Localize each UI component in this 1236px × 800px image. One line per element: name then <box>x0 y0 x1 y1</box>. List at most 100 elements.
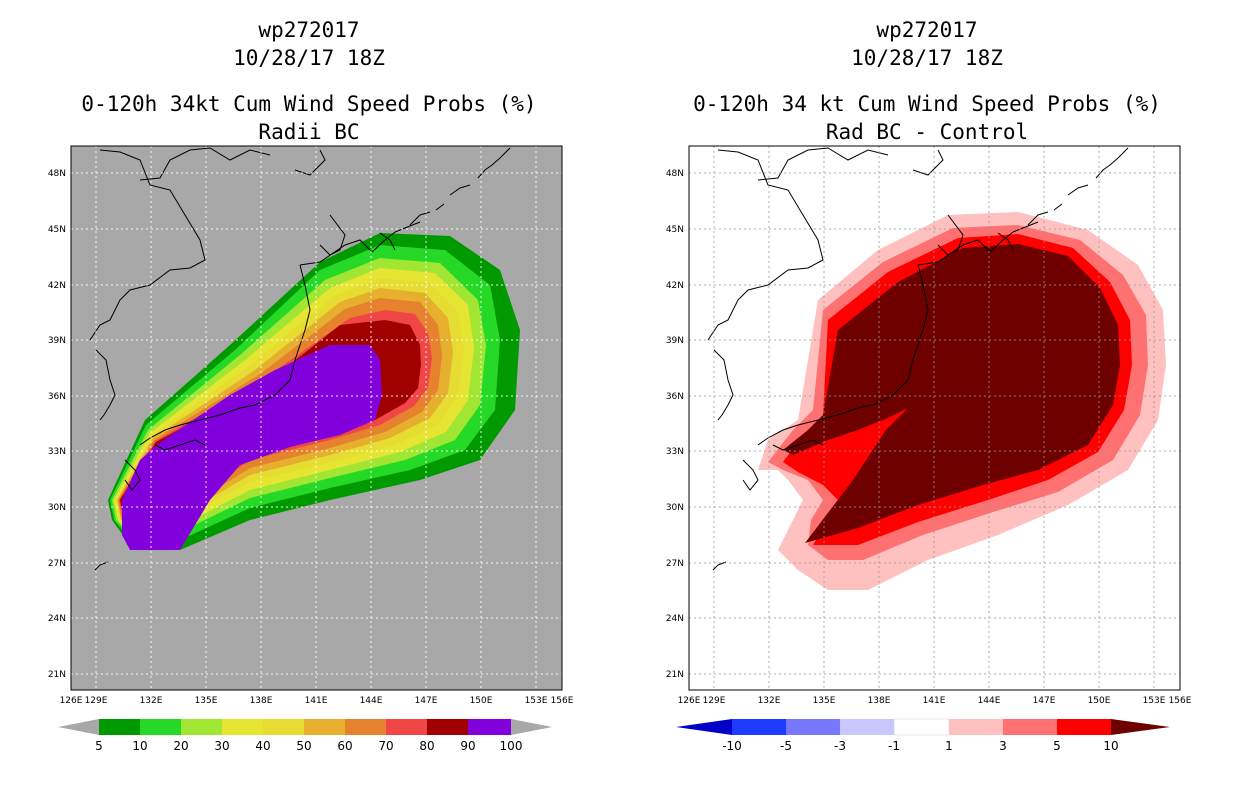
lat-label: 39N <box>48 336 66 346</box>
colorbar-label: 40 <box>255 739 270 753</box>
lat-label: 48N <box>48 169 66 179</box>
colorbar-label: 5 <box>1053 739 1061 753</box>
colorbar-swatch <box>732 719 786 735</box>
lon-label: 129E <box>85 696 108 706</box>
colorbar-swatch <box>1057 719 1111 735</box>
lat-label: 36N <box>48 392 66 402</box>
colorbar-swatch <box>263 719 304 735</box>
lat-label: 33N <box>48 447 66 457</box>
lon-label: 153E <box>525 696 548 706</box>
lon-label: 138E <box>250 696 273 706</box>
lon-label: 147E <box>415 696 438 706</box>
lon-label: 150E <box>470 696 493 706</box>
right-map-svg: 48N 45N 42N 39N 36N 33N 30N 27N 24N 21N … <box>666 145 1192 753</box>
right-panel: wp272017 10/28/17 18Z 0-120h 34 kt Cum W… <box>618 0 1236 800</box>
colorbar-swatch <box>181 719 222 735</box>
colorbar-swatch <box>140 719 181 735</box>
longitude-labels: 126E 129E 132E 135E 138E 141E 144E 147E … <box>678 696 1192 706</box>
diff-band-10-plus <box>783 244 1120 543</box>
map-frame <box>688 145 1181 691</box>
longitude-labels: 126E 129E 132E 135E 138E 141E 144E 147E … <box>60 696 574 706</box>
lat-label: 30N <box>48 503 66 513</box>
colorbar-label: 20 <box>173 739 188 753</box>
lat-label: 42N <box>48 281 66 291</box>
lat-label: 24N <box>666 614 684 624</box>
colorbar-label: -3 <box>834 739 846 753</box>
colorbar-swatch <box>99 719 140 735</box>
colorbar-label: -10 <box>722 739 742 753</box>
storm-id-title: wp272017 <box>258 18 360 42</box>
colorbar-label: 30 <box>214 739 229 753</box>
lat-label: 45N <box>48 225 66 235</box>
colorbar-label: 80 <box>419 739 434 753</box>
gridlines <box>71 146 562 690</box>
lat-label: 48N <box>666 169 684 179</box>
lon-label: 156E <box>551 696 574 706</box>
lon-label: 147E <box>1033 696 1056 706</box>
subtitle: Rad BC - Control <box>825 120 1029 144</box>
colorbar-label: 10 <box>132 739 147 753</box>
lon-label: 126E <box>678 696 701 706</box>
gridlines <box>689 146 1180 690</box>
lon-label: 141E <box>305 696 328 706</box>
lat-label: 45N <box>666 225 684 235</box>
lon-label: 126E <box>60 696 83 706</box>
colorbar-label: 10 <box>1103 739 1118 753</box>
lon-label: 135E <box>195 696 218 706</box>
colorbar-swatch <box>427 719 468 735</box>
left-panel: wp272017 10/28/17 18Z 0-120h 34kt Cum Wi… <box>48 18 574 753</box>
lon-label: 153E <box>1143 696 1166 706</box>
lat-label: 33N <box>666 447 684 457</box>
lon-label: 144E <box>360 696 383 706</box>
latitude-labels: 48N 45N 42N 39N 36N 33N 30N 27N 24N 21N <box>666 169 684 680</box>
colorbar-swatch <box>1003 719 1057 735</box>
lon-label: 156E <box>1169 696 1192 706</box>
datetime-title: 10/28/17 18Z <box>851 46 1003 70</box>
colorbar-swatch <box>468 719 511 735</box>
lon-label: 132E <box>758 696 781 706</box>
lat-label: 42N <box>666 281 684 291</box>
colorbar-label: -5 <box>780 739 792 753</box>
colorbar-swatch <box>949 719 1003 735</box>
colorbar-swatch <box>304 719 345 735</box>
lat-label: 36N <box>666 392 684 402</box>
colorbar-over-arrow <box>1111 719 1170 735</box>
colorbar-swatch <box>222 719 263 735</box>
colorbar-label: -1 <box>888 739 900 753</box>
product-title: 0-120h 34kt Cum Wind Speed Probs (%) <box>81 92 537 116</box>
lon-label: 129E <box>703 696 726 706</box>
left-colorbar: 5 10 20 30 40 50 60 70 80 90 100 <box>58 719 552 753</box>
product-title: 0-120h 34 kt Cum Wind Speed Probs (%) <box>693 92 1161 116</box>
colorbar-label: 5 <box>95 739 103 753</box>
colorbar-under-arrow <box>676 719 732 735</box>
right-colorbar: -10 -5 -3 -1 1 3 5 10 <box>676 718 1170 753</box>
lat-label: 21N <box>666 670 684 680</box>
latitude-labels: 48N 45N 42N 39N 36N 33N 30N 27N 24N 21N <box>48 169 66 680</box>
colorbar-swatch <box>386 719 427 735</box>
lon-label: 132E <box>140 696 163 706</box>
colorbar-label: 3 <box>999 739 1007 753</box>
lat-label: 27N <box>48 559 66 569</box>
lat-label: 24N <box>48 614 66 624</box>
lon-label: 141E <box>923 696 946 706</box>
colorbar-swatch <box>893 718 950 736</box>
colorbar-swatch <box>840 719 894 735</box>
colorbar-label: 50 <box>296 739 311 753</box>
lon-label: 135E <box>813 696 836 706</box>
lat-label: 39N <box>666 336 684 346</box>
lon-label: 138E <box>868 696 891 706</box>
lon-label: 144E <box>978 696 1001 706</box>
storm-id-title: wp272017 <box>876 18 978 42</box>
left-map-svg: 48N 45N 42N 39N 36N 33N 30N 27N 24N 21N … <box>48 145 574 753</box>
probability-contours <box>108 233 520 550</box>
colorbar-label: 100 <box>500 739 523 753</box>
colorbar-label: 60 <box>337 739 352 753</box>
subtitle: Radii BC <box>258 120 360 144</box>
colorbar-swatch <box>345 719 386 735</box>
lat-label: 27N <box>666 559 684 569</box>
lon-label: 150E <box>1088 696 1111 706</box>
map-frame <box>70 145 563 691</box>
lat-label: 21N <box>48 670 66 680</box>
datetime-title: 10/28/17 18Z <box>233 46 385 70</box>
lat-label: 30N <box>666 503 684 513</box>
